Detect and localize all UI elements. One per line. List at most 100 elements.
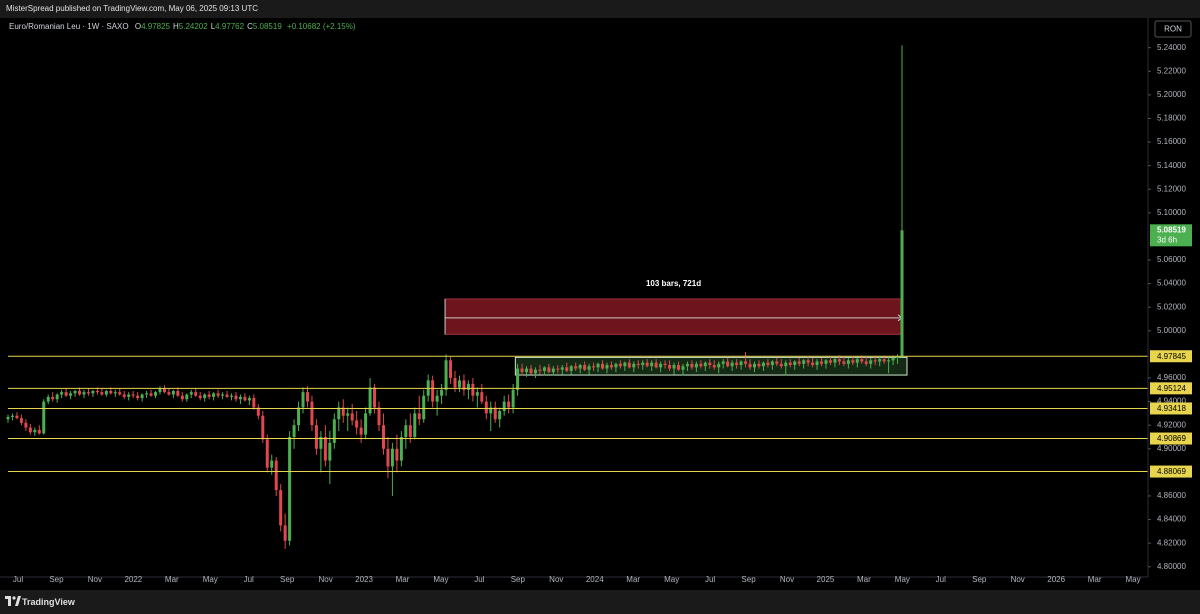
candle-body — [10, 415, 14, 417]
candle-body — [33, 429, 37, 433]
candle-body — [404, 425, 408, 437]
plot: 103 bars, 721d 4.80000 4.82000 4.84000 4.860… — [0, 18, 1200, 590]
measure-label: 103 bars, 721d — [646, 279, 701, 288]
candle-body — [337, 407, 341, 420]
candle-body — [109, 390, 113, 394]
symbol-legend: Euro/Romanian Leu · 1W · SAXO O4.97825 H5… — [9, 22, 359, 31]
x-tick-label: Sep — [741, 575, 756, 584]
candle-body — [319, 436, 323, 449]
y-tick-label: 4.80000 — [1157, 562, 1186, 571]
price-change: +0.10682 (+2.15%) — [287, 22, 356, 31]
candle-body — [748, 363, 752, 368]
candle-body — [842, 361, 846, 364]
candle-body — [560, 367, 564, 370]
candle-body — [453, 377, 457, 388]
x-tick-label: Sep — [280, 575, 295, 584]
candle-body — [551, 368, 555, 373]
candle-body — [873, 360, 877, 362]
candle-body — [475, 392, 479, 396]
candle-body — [364, 413, 368, 435]
candle-body — [556, 368, 560, 370]
candle-body — [185, 394, 189, 400]
candle-body — [359, 427, 363, 435]
candle-body — [596, 363, 600, 368]
candle-body — [19, 418, 23, 423]
candle-body — [744, 361, 748, 364]
candle-body — [449, 360, 453, 378]
x-tick-label: Jul — [705, 575, 715, 584]
x-tick-label: Sep — [511, 575, 526, 584]
candle-body — [685, 363, 689, 367]
candle-body — [297, 407, 301, 426]
candle-body — [730, 362, 734, 367]
x-tick-label: Mar — [165, 575, 179, 584]
candle-body — [735, 362, 739, 366]
ohlc-values: O4.97825 H5.24202 L4.97762 C5.08519 — [135, 22, 285, 31]
symbol-name: Euro/Romanian Leu · 1W · SAXO — [9, 22, 129, 31]
y-tick-label: 5.10000 — [1157, 208, 1186, 217]
candle-body — [91, 390, 95, 394]
candle-body — [6, 416, 10, 420]
candle-body — [198, 395, 202, 399]
candle-body — [860, 359, 864, 362]
candle-body — [837, 359, 841, 362]
candle-body — [502, 401, 506, 412]
x-tick-label: 2025 — [817, 575, 835, 584]
x-tick-label: May — [433, 575, 448, 584]
candle-body — [69, 393, 73, 396]
candle-body — [618, 363, 622, 367]
level-label: 4.97845 — [1157, 352, 1186, 361]
candle-body — [51, 396, 55, 400]
chart: 103 bars, 721d 4.80000 4.82000 4.84000 4.860… — [0, 18, 1200, 590]
candle-body — [395, 448, 399, 461]
level-label-box — [1150, 465, 1192, 478]
x-tick-label: Sep — [972, 575, 987, 584]
candle-body — [833, 359, 837, 363]
x-tick-label: Nov — [1011, 575, 1025, 584]
candle-body — [95, 390, 99, 393]
y-tick-label: 5.04000 — [1157, 279, 1186, 288]
y-tick-label: 5.00000 — [1157, 326, 1186, 335]
candle-body — [24, 422, 28, 428]
candle-body — [28, 427, 32, 433]
candle-body — [431, 380, 435, 402]
candle-body — [712, 365, 716, 368]
last-price-box — [1150, 224, 1192, 247]
candle-body — [703, 362, 707, 367]
candle-body — [681, 366, 685, 370]
x-tick-label: Mar — [1088, 575, 1102, 584]
level-label-box — [1150, 382, 1192, 395]
candle-body — [811, 362, 815, 366]
candle-body — [274, 460, 278, 491]
x-tick-label: 2022 — [124, 575, 142, 584]
candle-body — [55, 394, 59, 400]
candle-body — [797, 361, 801, 364]
candle-body — [878, 359, 882, 362]
candle-body — [131, 394, 135, 396]
y-tick-label: 4.92000 — [1157, 420, 1186, 429]
candle-body — [136, 395, 140, 399]
y-tick-label: 5.24000 — [1157, 43, 1186, 52]
candle-body — [632, 363, 636, 368]
candle-body — [583, 365, 587, 370]
level-label: 4.90869 — [1157, 434, 1186, 443]
candle-body — [766, 362, 770, 366]
candle-body — [256, 407, 260, 416]
candle-body — [305, 392, 309, 402]
candle-body — [457, 380, 461, 388]
candle-body — [225, 394, 229, 397]
candle-body — [252, 398, 256, 408]
price-axis — [1148, 18, 1200, 590]
candle-body — [154, 392, 158, 396]
candle-body — [435, 395, 439, 402]
brand-name: TradingView — [22, 597, 75, 607]
candle-body — [525, 368, 529, 373]
candle-body — [793, 361, 797, 366]
x-tick-label: May — [664, 575, 679, 584]
candle-body — [806, 360, 810, 363]
candle-body — [605, 365, 609, 369]
candle-body — [122, 394, 126, 397]
candle-body — [390, 448, 394, 467]
candle-body — [659, 363, 663, 368]
